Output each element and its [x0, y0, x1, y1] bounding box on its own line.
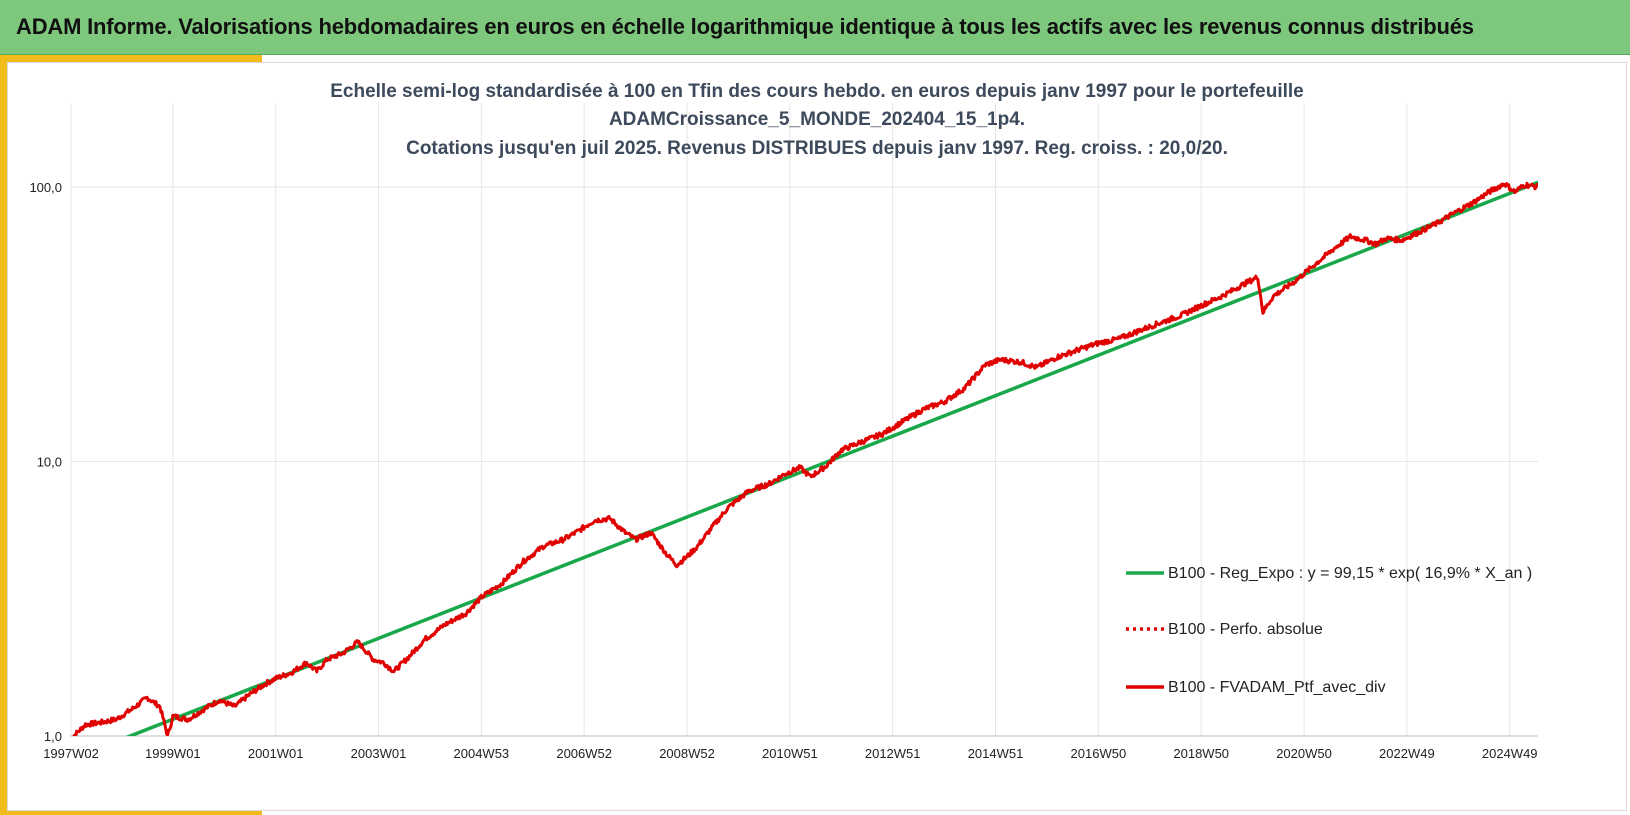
chart-title-line-1: Echelle semi-log standardisée à 100 en T… [330, 81, 1304, 102]
x-tick-label: 2010W51 [762, 746, 818, 761]
legend-item: B100 - Reg_Expo : y = 99,15 * exp( 16,9%… [1126, 565, 1532, 582]
legend-item: B100 - FVADAM_Ptf_avec_div [1126, 679, 1386, 696]
legend: B100 - Reg_Expo : y = 99,15 * exp( 16,9%… [1126, 565, 1532, 696]
x-tick-label: 1999W01 [145, 746, 201, 761]
accent-bar-bottom [0, 808, 262, 815]
x-tick-label: 2022W49 [1379, 746, 1435, 761]
chart-area: Echelle semi-log standardisée à 100 en T… [7, 62, 1627, 811]
page-title: ADAM Informe. Valorisations hebdomadaire… [16, 14, 1474, 39]
legend-label: B100 - Reg_Expo : y = 99,15 * exp( 16,9%… [1168, 565, 1532, 582]
x-tick-label: 2020W50 [1276, 746, 1332, 761]
x-tick-label: 2004W53 [454, 746, 510, 761]
chart-title-line-2: ADAMCroissance_5_MONDE_202404_15_1p4. [609, 109, 1025, 130]
legend-label: B100 - FVADAM_Ptf_avec_div [1168, 679, 1386, 696]
x-tick-label: 2001W01 [248, 746, 304, 761]
y-tick-label: 1,0 [44, 729, 62, 744]
grid [70, 103, 1538, 737]
axes: 1997W02 1999W01 2001W01 2003W01 2004W53 2006W… [29, 180, 1538, 761]
x-tick-label: 2014W51 [968, 746, 1024, 761]
series [72, 180, 1538, 736]
accent-bar-top [0, 55, 262, 62]
accent-bar-left [0, 55, 7, 815]
x-tick-label: 2008W52 [659, 746, 715, 761]
y-tick-label: 10,0 [37, 455, 62, 470]
x-tick-label: 2024W49 [1482, 746, 1538, 761]
chart-title-line-3: Cotations jusqu'en juil 2025. Revenus DI… [406, 138, 1228, 159]
x-tick-label: 2003W01 [351, 746, 407, 761]
x-tick-label: 2012W51 [865, 746, 921, 761]
x-tick-label: 1997W02 [43, 746, 99, 761]
x-tick-label: 2016W50 [1071, 746, 1127, 761]
legend-label: B100 - Perfo. absolue [1168, 621, 1323, 638]
chart-svg: Echelle semi-log standardisée à 100 en T… [29, 81, 1538, 761]
header-banner: ADAM Informe. Valorisations hebdomadaire… [0, 0, 1630, 55]
series-line-portfolio [72, 181, 1538, 736]
chart-title: Echelle semi-log standardisée à 100 en T… [330, 81, 1304, 159]
legend-item: B100 - Perfo. absolue [1126, 621, 1323, 638]
x-tick-label: 2006W52 [556, 746, 612, 761]
x-tick-label: 2018W50 [1173, 746, 1229, 761]
y-tick-label: 100,0 [29, 180, 62, 195]
